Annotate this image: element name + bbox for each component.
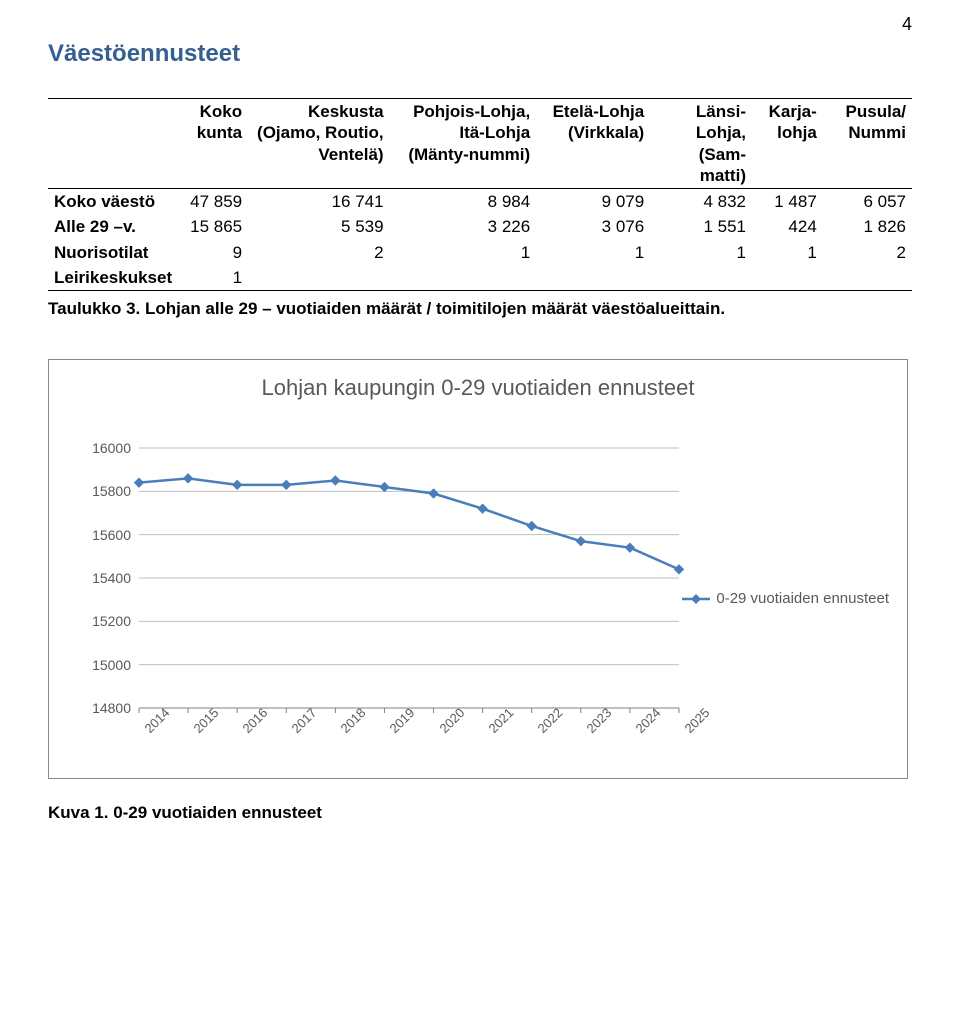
- row-label: Leirikeskukset: [48, 265, 178, 291]
- y-axis-label: 16000: [77, 440, 131, 456]
- chart-title: Lohjan kaupungin 0-29 vuotiaiden ennuste…: [49, 374, 907, 402]
- table-header: Keskusta (Ojamo, Routio, Ventelä): [248, 99, 389, 189]
- x-axis-label: 2017: [289, 705, 320, 736]
- row-label: Koko väestö: [48, 189, 178, 215]
- x-axis-label: 2021: [485, 705, 516, 736]
- table-cell: 3 226: [390, 214, 537, 239]
- x-axis-label: 2025: [681, 705, 712, 736]
- table-cell: [536, 265, 650, 291]
- x-axis-label: 2022: [534, 705, 565, 736]
- table-row: Nuorisotilat9211112: [48, 240, 912, 265]
- table-cell: 1: [390, 240, 537, 265]
- y-axis-label: 14800: [77, 700, 131, 716]
- row-label: Nuorisotilat: [48, 240, 178, 265]
- section-title: Väestöennusteet: [48, 40, 912, 68]
- table-header: Karja-lohja: [752, 99, 823, 189]
- table-row: Leirikeskukset1: [48, 265, 912, 291]
- chart-svg: [139, 448, 679, 708]
- document-page: 4 Väestöennusteet Koko kunta Keskusta (O…: [0, 0, 960, 863]
- x-axis-label: 2024: [632, 705, 663, 736]
- table-cell: 47 859: [178, 189, 248, 215]
- page-number: 4: [902, 14, 912, 35]
- table-cell: 1: [536, 240, 650, 265]
- table-cell: 15 865: [178, 214, 248, 239]
- table-cell: 1: [752, 240, 823, 265]
- table-cell: [650, 265, 752, 291]
- y-axis-label: 15600: [77, 527, 131, 543]
- chart-legend: 0-29 vuotiaiden ennusteet: [682, 590, 889, 607]
- table-cell: 2: [248, 240, 389, 265]
- table-header: Pusula/ Nummi: [823, 99, 912, 189]
- y-axis-label: 15400: [77, 570, 131, 586]
- table-cell: 1: [650, 240, 752, 265]
- chart-plot-area: [139, 448, 679, 708]
- legend-marker-icon: [682, 598, 710, 600]
- x-axis-label: 2016: [240, 705, 271, 736]
- forecast-chart: Lohjan kaupungin 0-29 vuotiaiden ennuste…: [48, 359, 908, 779]
- table-body: Koko väestö47 85916 7418 9849 0794 8321 …: [48, 189, 912, 291]
- table-header-row: Koko kunta Keskusta (Ojamo, Routio, Vent…: [48, 99, 912, 189]
- table-caption: Taulukko 3. Lohjan alle 29 – vuotiaiden …: [48, 299, 912, 319]
- table-cell: 9 079: [536, 189, 650, 215]
- y-axis-label: 15000: [77, 657, 131, 673]
- table-cell: 6 057: [823, 189, 912, 215]
- table-cell: 16 741: [248, 189, 389, 215]
- table-cell: 1 551: [650, 214, 752, 239]
- table-cell: 5 539: [248, 214, 389, 239]
- table-row: Koko väestö47 85916 7418 9849 0794 8321 …: [48, 189, 912, 215]
- y-axis-label: 15800: [77, 483, 131, 499]
- x-axis-label: 2023: [583, 705, 614, 736]
- table-cell: [823, 265, 912, 291]
- table-cell: 4 832: [650, 189, 752, 215]
- table-header: Koko kunta: [178, 99, 248, 189]
- table-header: Länsi-Lohja, (Sam-matti): [650, 99, 752, 189]
- table-cell: [390, 265, 537, 291]
- figure-caption: Kuva 1. 0-29 vuotiaiden ennusteet: [48, 803, 912, 823]
- table-cell: 1 487: [752, 189, 823, 215]
- legend-label: 0-29 vuotiaiden ennusteet: [716, 590, 889, 607]
- table-header: Pohjois-Lohja, Itä-Lohja (Mänty-nummi): [390, 99, 537, 189]
- x-axis-label: 2014: [141, 705, 172, 736]
- table-header: [48, 99, 178, 189]
- table-cell: [248, 265, 389, 291]
- table-cell: 9: [178, 240, 248, 265]
- table-cell: 1 826: [823, 214, 912, 239]
- table-cell: 1: [178, 265, 248, 291]
- table-cell: 3 076: [536, 214, 650, 239]
- table-cell: [752, 265, 823, 291]
- table-cell: 424: [752, 214, 823, 239]
- x-axis-label: 2019: [387, 705, 418, 736]
- x-axis-label: 2020: [436, 705, 467, 736]
- table-row: Alle 29 –v.15 8655 5393 2263 0761 551424…: [48, 214, 912, 239]
- table-cell: 2: [823, 240, 912, 265]
- x-axis-label: 2015: [191, 705, 222, 736]
- row-label: Alle 29 –v.: [48, 214, 178, 239]
- x-axis-label: 2018: [338, 705, 369, 736]
- population-table: Koko kunta Keskusta (Ojamo, Routio, Vent…: [48, 98, 912, 291]
- y-axis-label: 15200: [77, 613, 131, 629]
- table-cell: 8 984: [390, 189, 537, 215]
- table-header: Etelä-Lohja (Virkkala): [536, 99, 650, 189]
